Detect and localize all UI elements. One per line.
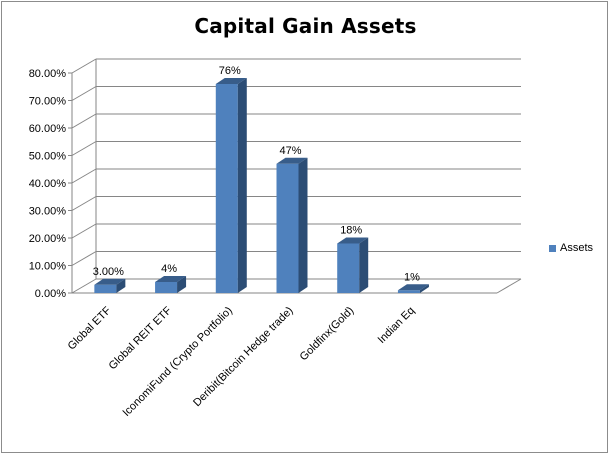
x-tick-label: Indian Eq xyxy=(376,305,417,346)
bar-side xyxy=(298,157,308,293)
gridline-side xyxy=(71,58,97,74)
y-tick-label: 50.00% xyxy=(29,151,67,163)
chart-title: Capital Gain Assets xyxy=(194,14,417,38)
gridline-side xyxy=(71,223,97,239)
y-tick-label: 80.00% xyxy=(29,68,67,80)
bar xyxy=(215,78,247,293)
bar-top xyxy=(215,78,247,84)
bar xyxy=(276,157,308,293)
y-tick-label: 60.00% xyxy=(29,123,67,135)
gridline-side xyxy=(71,86,97,101)
gridlines xyxy=(68,58,522,294)
legend-swatch xyxy=(549,244,556,252)
y-tick-label: 30.00% xyxy=(29,206,67,218)
legend: Assets xyxy=(549,242,593,254)
gridline-side xyxy=(71,196,97,211)
y-tick-label: 20.00% xyxy=(29,233,67,245)
data-label: 18% xyxy=(340,225,362,237)
y-tick-label: 70.00% xyxy=(29,96,67,108)
bar-front xyxy=(337,243,360,293)
x-tick-label: Goldfinx(Gold) xyxy=(298,305,357,364)
bar xyxy=(155,276,187,293)
bar-side xyxy=(237,78,247,293)
bar-front xyxy=(155,282,178,293)
x-tick-label: Global ETF xyxy=(66,304,114,352)
gridline-side xyxy=(71,278,97,294)
x-tick-label: Deribit(Bitcoin Hedge trade) xyxy=(191,305,295,409)
bar xyxy=(94,278,126,293)
bar-top xyxy=(276,157,308,164)
y-tick-label: 0.00% xyxy=(35,288,66,300)
bar-side xyxy=(359,237,369,293)
legend-label: Assets xyxy=(560,242,594,254)
bar-front xyxy=(94,284,117,293)
y-tick-label: 40.00% xyxy=(29,178,67,190)
bar-front xyxy=(276,163,299,293)
data-label: 76% xyxy=(219,65,241,77)
bar-front xyxy=(397,290,420,293)
gridline-side xyxy=(71,251,97,266)
gridline-side xyxy=(71,113,97,129)
data-label: 3.00% xyxy=(93,266,124,278)
bars xyxy=(94,78,429,293)
gridline-side xyxy=(71,141,97,156)
bar-top xyxy=(397,284,429,291)
y-tick-label: 10.00% xyxy=(29,261,67,273)
data-labels: 3.00% 4% 76% 47% 18% 1% xyxy=(93,65,420,283)
bar-side xyxy=(177,276,187,293)
bar-top xyxy=(155,276,187,282)
data-label: 1% xyxy=(404,271,420,283)
data-label: 4% xyxy=(161,263,177,275)
data-label: 47% xyxy=(279,145,301,157)
bar xyxy=(337,237,369,293)
bar-side xyxy=(419,284,429,293)
floor-right-edge xyxy=(496,278,522,294)
bar-front xyxy=(215,84,238,293)
x-tick-label: IconomiFund (Crypto Portfolio) xyxy=(121,305,235,419)
bar-top xyxy=(337,237,369,244)
y-axis-ticks: 0.00% 10.00% 20.00% 30.00% 40.00% 50.00% 60.00… xyxy=(29,68,67,300)
x-tick-label: Global REIT ETF xyxy=(107,304,175,372)
gridline-side xyxy=(71,168,97,184)
bar xyxy=(397,284,429,293)
bar-top xyxy=(94,278,126,285)
bar-side xyxy=(116,278,126,293)
